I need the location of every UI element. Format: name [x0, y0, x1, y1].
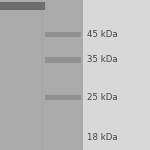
Text: 25 kDa: 25 kDa [87, 93, 118, 102]
Text: 35 kDa: 35 kDa [87, 56, 118, 64]
FancyBboxPatch shape [45, 32, 81, 37]
Text: 45 kDa: 45 kDa [87, 30, 118, 39]
Text: 18 kDa: 18 kDa [87, 134, 118, 142]
FancyBboxPatch shape [0, 2, 45, 10]
FancyBboxPatch shape [45, 57, 81, 63]
FancyBboxPatch shape [45, 95, 81, 100]
FancyBboxPatch shape [0, 0, 82, 150]
